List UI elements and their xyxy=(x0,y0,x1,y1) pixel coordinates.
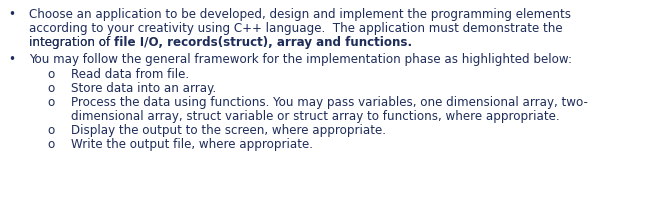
Text: •: • xyxy=(9,53,16,66)
Text: You may follow the general framework for the implementation phase as highlighted: You may follow the general framework for… xyxy=(29,53,572,66)
Text: file I/O, records(struct), array and functions.: file I/O, records(struct), array and fun… xyxy=(114,36,412,49)
Text: integration of: integration of xyxy=(29,36,114,49)
Text: Read data from file.: Read data from file. xyxy=(71,68,189,81)
Text: Process the data using functions. You may pass variables, one dimensional array,: Process the data using functions. You ma… xyxy=(71,96,588,109)
Text: Choose an application to be developed, design and implement the programming elem: Choose an application to be developed, d… xyxy=(29,8,571,21)
Text: o: o xyxy=(48,82,55,95)
Text: dimensional array, struct variable or struct array to functions, where appropria: dimensional array, struct variable or st… xyxy=(71,110,560,123)
Text: o: o xyxy=(48,138,55,151)
Text: •: • xyxy=(9,8,16,21)
Text: integration of: integration of xyxy=(29,36,114,49)
Text: Display the output to the screen, where appropriate.: Display the output to the screen, where … xyxy=(71,124,386,137)
Text: o: o xyxy=(48,96,55,109)
Text: o: o xyxy=(48,124,55,137)
Text: Store data into an array.: Store data into an array. xyxy=(71,82,216,95)
Text: Write the output file, where appropriate.: Write the output file, where appropriate… xyxy=(71,138,314,151)
Text: o: o xyxy=(48,68,55,81)
Text: according to your creativity using C++ language.  The application must demonstra: according to your creativity using C++ l… xyxy=(29,22,563,35)
